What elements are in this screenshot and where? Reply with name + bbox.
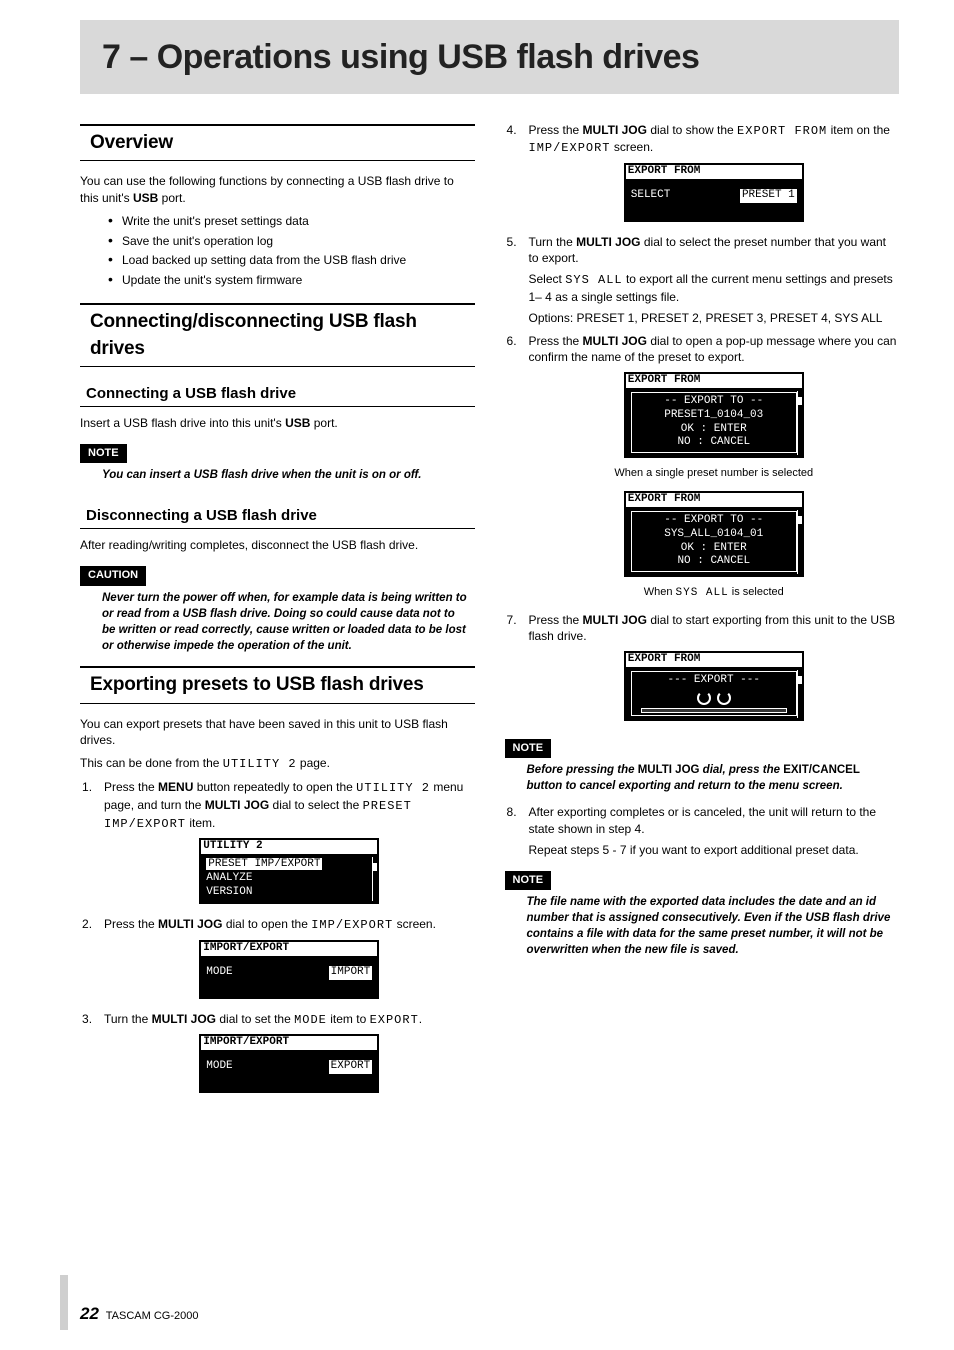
disconnect-text: After reading/writing completes, disconn… bbox=[80, 537, 475, 554]
lcd-exporting: EXPORT FROM --- EXPORT --- bbox=[624, 651, 804, 721]
note-text: The file name with the exported data inc… bbox=[505, 894, 900, 964]
export-steps-right-2: After exporting completes or is canceled… bbox=[505, 804, 900, 858]
overview-text: You can use the following functions by c… bbox=[80, 173, 475, 207]
lcd-scrollbar bbox=[797, 391, 802, 455]
connect-text: Insert a USB flash drive into this unit'… bbox=[80, 415, 475, 432]
spinner-icon bbox=[635, 691, 793, 705]
step-4: Press the MULTI JOG dial to show the EXP… bbox=[505, 122, 900, 222]
lcd-export-confirm-sysall: EXPORT FROM -- EXPORT TO -- SYS_ALL_0104… bbox=[624, 491, 804, 577]
chapter-title: 7 – Operations using USB flash drives bbox=[102, 34, 877, 82]
step-8: After exporting completes or is canceled… bbox=[505, 804, 900, 858]
export-heading: Exporting presets to USB flash drives bbox=[80, 666, 475, 704]
bullet-item: Save the unit's operation log bbox=[108, 233, 475, 250]
note-text: Before pressing the MULTI JOG dial, pres… bbox=[505, 762, 900, 800]
step-1: Press the MENU button repeatedly to open… bbox=[80, 779, 475, 904]
lcd-export-confirm-preset: EXPORT FROM -- EXPORT TO -- PRESET1_0104… bbox=[624, 372, 804, 458]
caution-badge: CAUTION bbox=[80, 566, 146, 585]
lcd-utility-screen: UTILITY 2 PRESET IMP/EXPORT ANALYZE VERS… bbox=[199, 838, 379, 904]
step-5: Turn the MULTI JOG dial to select the pr… bbox=[505, 234, 900, 327]
bullet-item: Write the unit's preset settings data bbox=[108, 213, 475, 230]
caution-text: Never turn the power off when, for examp… bbox=[80, 590, 475, 660]
page-side-marker bbox=[60, 1275, 68, 1330]
lcd-caption: When a single preset number is selected bbox=[529, 466, 900, 481]
page-number: 22 bbox=[80, 1304, 99, 1323]
export-intro-1: You can export presets that have been sa… bbox=[80, 716, 475, 750]
note-badge: NOTE bbox=[80, 444, 127, 463]
export-steps-right: Press the MULTI JOG dial to show the EXP… bbox=[505, 122, 900, 721]
chapter-header: 7 – Operations using USB flash drives bbox=[80, 20, 899, 94]
lcd-scrollbar bbox=[372, 857, 377, 901]
step-3: Turn the MULTI JOG dial to set the MODE … bbox=[80, 1011, 475, 1093]
step-6: Press the MULTI JOG dial to open a pop-u… bbox=[505, 333, 900, 602]
step-2: Press the MULTI JOG dial to open the IMP… bbox=[80, 916, 475, 998]
overview-bullets: Write the unit's preset settings data Sa… bbox=[80, 213, 475, 289]
overview-heading: Overview bbox=[80, 124, 475, 162]
export-intro-2: This can be done from the UTILITY 2 page… bbox=[80, 755, 475, 773]
model-name: TASCAM CG-2000 bbox=[106, 1310, 199, 1322]
connecting-heading: Connecting/disconnecting USB flash drive… bbox=[80, 303, 475, 367]
lcd-scrollbar bbox=[797, 670, 802, 718]
export-steps-left: Press the MENU button repeatedly to open… bbox=[80, 779, 475, 1093]
right-column: Press the MULTI JOG dial to show the EXP… bbox=[505, 118, 900, 1105]
progress-bar bbox=[641, 708, 787, 713]
step-7: Press the MULTI JOG dial to start export… bbox=[505, 612, 900, 721]
left-column: Overview You can use the following funct… bbox=[80, 118, 475, 1105]
lcd-scrollbar bbox=[797, 510, 802, 574]
lcd-mode-import: IMPORT/EXPORT MODE IMPORT bbox=[199, 940, 379, 999]
note-text: You can insert a USB flash drive when th… bbox=[80, 467, 475, 489]
bullet-item: Update the unit's system firmware bbox=[108, 272, 475, 289]
connect-sub-heading: Connecting a USB flash drive bbox=[80, 381, 475, 407]
disconnect-sub-heading: Disconnecting a USB flash drive bbox=[80, 503, 475, 529]
lcd-caption: When SYS ALL is selected bbox=[529, 585, 900, 601]
bullet-item: Load backed up setting data from the USB… bbox=[108, 252, 475, 269]
lcd-mode-export: IMPORT/EXPORT MODE EXPORT bbox=[199, 1034, 379, 1093]
note-badge: NOTE bbox=[505, 739, 552, 758]
lcd-export-from: EXPORT FROM SELECT PRESET 1 bbox=[624, 163, 804, 222]
page-footer: 22 TASCAM CG-2000 bbox=[80, 1302, 199, 1326]
note-badge: NOTE bbox=[505, 871, 552, 890]
